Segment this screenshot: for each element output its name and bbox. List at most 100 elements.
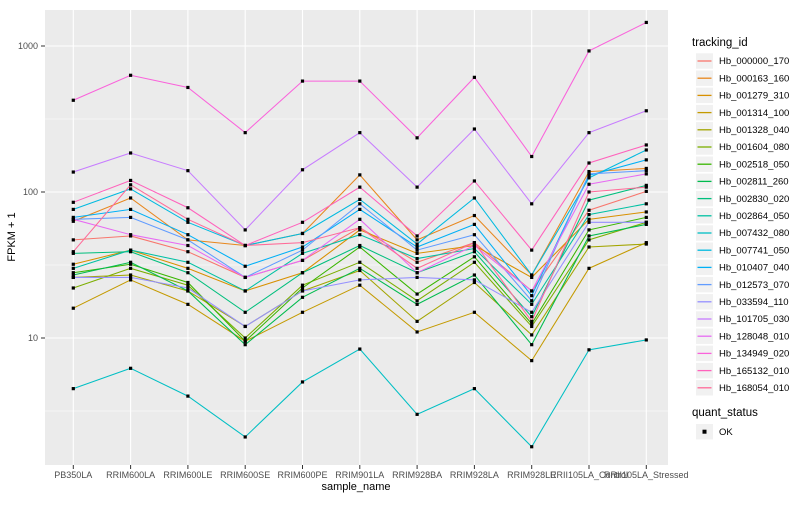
- legend-key-ok-marker: [702, 429, 707, 434]
- legend-item-Hb_010407_040: Hb_010407_040: [719, 263, 789, 274]
- data-point: [186, 243, 190, 248]
- data-point: [644, 338, 648, 342]
- data-point: [186, 217, 190, 221]
- x-axis-title: sample_name: [321, 481, 390, 493]
- data-point: [71, 251, 75, 255]
- data-point: [358, 243, 362, 248]
- data-point: [587, 49, 591, 53]
- data-point: [415, 248, 419, 252]
- data-point: [129, 262, 133, 266]
- data-point: [530, 343, 534, 347]
- data-point: [186, 271, 190, 275]
- data-point: [530, 319, 534, 323]
- data-point: [358, 260, 362, 264]
- data-point: [415, 251, 419, 255]
- data-point: [71, 170, 75, 174]
- data-point: [71, 200, 75, 204]
- legend-item-Hb_168054_010: Hb_168054_010: [719, 383, 789, 394]
- data-point: [71, 266, 75, 270]
- data-point: [472, 273, 476, 277]
- data-point: [530, 445, 534, 449]
- data-point: [587, 228, 591, 232]
- data-point: [358, 226, 362, 230]
- data-point: [587, 172, 591, 176]
- data-point: [186, 206, 190, 210]
- data-point: [415, 302, 419, 306]
- data-point: [358, 228, 362, 232]
- data-point: [71, 273, 75, 277]
- data-point: [587, 182, 591, 186]
- data-point: [415, 136, 419, 140]
- data-point: [472, 222, 476, 226]
- data-point: [644, 202, 648, 206]
- data-point: [472, 179, 476, 183]
- data-point: [186, 266, 190, 270]
- data-point: [587, 245, 591, 249]
- legend-item-Hb_002830_020: Hb_002830_020: [719, 194, 789, 205]
- data-point: [530, 289, 534, 293]
- data-point: [300, 245, 305, 249]
- data-point: [530, 310, 534, 314]
- data-point: [644, 220, 648, 224]
- data-point: [358, 283, 362, 287]
- legend-item-Hb_101705_030: Hb_101705_030: [719, 314, 789, 325]
- data-point: [472, 233, 476, 237]
- legend-item-Hb_001604_080: Hb_001604_080: [719, 142, 789, 153]
- data-point: [644, 242, 648, 246]
- data-point: [129, 260, 133, 264]
- y-tick-label: 100: [23, 187, 38, 197]
- legend-item-Hb_007432_080: Hb_007432_080: [719, 228, 789, 239]
- data-point: [71, 271, 75, 275]
- data-point: [129, 73, 133, 77]
- data-point: [472, 127, 476, 131]
- data-point: [300, 248, 305, 252]
- data-point: [300, 310, 305, 314]
- data-point: [71, 286, 75, 290]
- data-point: [243, 228, 247, 232]
- data-point: [300, 271, 305, 275]
- data-point: [472, 250, 476, 254]
- data-point: [587, 208, 591, 212]
- data-point: [530, 299, 534, 303]
- data-point: [243, 264, 247, 268]
- data-point: [530, 275, 534, 280]
- data-point: [71, 217, 75, 221]
- data-point: [129, 187, 133, 191]
- data-point: [530, 333, 534, 337]
- data-point: [472, 260, 476, 264]
- x-tick-label: PB350LA: [54, 470, 92, 480]
- x-tick-label: RRIM600SE: [220, 470, 270, 480]
- x-tick-label: RRIM928LA: [450, 470, 499, 480]
- x-tick-label: RRIM600LA: [106, 470, 155, 480]
- data-point: [415, 242, 419, 246]
- data-point: [472, 278, 476, 282]
- data-point: [644, 143, 648, 147]
- data-point: [129, 215, 133, 219]
- data-point: [415, 234, 419, 238]
- data-point: [530, 273, 534, 277]
- data-point: [71, 306, 75, 310]
- data-point: [358, 266, 362, 270]
- data-point: [71, 207, 75, 212]
- data-point: [71, 275, 75, 280]
- data-point: [358, 197, 362, 201]
- data-point: [300, 168, 305, 172]
- data-point: [644, 185, 648, 189]
- data-point: [472, 75, 476, 79]
- data-point: [644, 169, 648, 173]
- data-point: [415, 330, 419, 334]
- data-point: [587, 198, 591, 202]
- data-point: [415, 256, 419, 261]
- data-point: [587, 176, 591, 180]
- data-point: [358, 268, 362, 273]
- data-point: [530, 302, 534, 306]
- legend-item-Hb_128048_010: Hb_128048_010: [719, 331, 789, 342]
- data-point: [129, 273, 133, 277]
- data-point: [472, 280, 476, 285]
- data-point: [186, 169, 190, 173]
- data-point: [472, 387, 476, 391]
- data-point: [644, 189, 648, 193]
- data-point: [186, 283, 190, 287]
